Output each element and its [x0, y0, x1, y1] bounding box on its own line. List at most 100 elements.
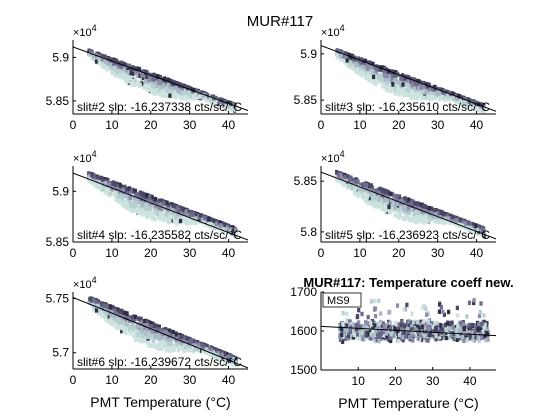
data-point — [140, 199, 144, 204]
data-point — [358, 66, 362, 72]
data-point — [129, 207, 133, 213]
data-point — [407, 83, 411, 89]
data-point — [167, 344, 171, 349]
data-point — [377, 193, 381, 198]
data-point — [110, 321, 114, 326]
data-point — [232, 358, 236, 364]
data-point — [157, 78, 161, 84]
data-point — [132, 333, 136, 339]
data-point — [129, 188, 133, 193]
data-point — [157, 346, 161, 351]
data-point — [182, 336, 186, 341]
data-point — [403, 196, 407, 201]
data-point — [138, 205, 142, 210]
data-point — [345, 58, 349, 63]
x-tick-label: 10 — [353, 246, 367, 260]
data-point — [141, 202, 145, 207]
axis-exponent-power: 4 — [92, 149, 97, 159]
y-tick-label: 5.9 — [300, 47, 317, 61]
data-point — [441, 211, 445, 216]
data-point — [118, 183, 122, 188]
data-point — [172, 92, 176, 97]
x-tick-label: 20 — [144, 118, 158, 132]
data-point — [187, 85, 191, 91]
axis-exponent: ×104 — [321, 149, 345, 165]
axis-exponent: ×104 — [73, 149, 97, 165]
data-point — [234, 231, 238, 237]
data-point — [474, 223, 478, 228]
data-point — [149, 320, 153, 326]
data-point — [384, 197, 388, 202]
data-point — [193, 347, 197, 352]
data-point — [335, 53, 339, 58]
data-point — [180, 87, 184, 92]
data-point — [93, 299, 97, 304]
data-point — [188, 219, 192, 225]
data-point — [171, 203, 175, 208]
data-point — [230, 103, 234, 109]
data-point — [465, 314, 469, 319]
data-point — [342, 58, 346, 63]
data-point — [385, 189, 389, 194]
y-tick-label: 5.75 — [46, 292, 70, 306]
data-point — [108, 304, 113, 310]
data-point — [154, 87, 158, 92]
data-point — [396, 84, 400, 89]
data-point — [94, 59, 99, 64]
data-point — [115, 69, 119, 74]
data-point — [161, 334, 165, 339]
data-point — [139, 327, 143, 332]
y-tick-label: 5.8 — [300, 225, 317, 239]
data-point — [383, 202, 387, 208]
data-point — [406, 88, 410, 93]
data-point — [351, 178, 355, 183]
data-point — [409, 94, 413, 99]
data-point — [437, 309, 441, 314]
data-point — [159, 206, 163, 211]
data-point — [135, 191, 139, 197]
data-point — [125, 203, 130, 208]
x-tick-label: 20 — [392, 246, 406, 260]
data-point — [137, 210, 141, 215]
data-point — [416, 201, 420, 206]
data-point — [162, 340, 167, 346]
data-point — [432, 91, 436, 97]
data-point — [410, 203, 414, 208]
data-point — [468, 222, 472, 227]
data-point — [106, 56, 110, 61]
data-point — [421, 89, 425, 94]
axis-exponent-power: 4 — [92, 23, 97, 33]
x-tick-label: 40 — [222, 118, 236, 132]
data-point — [118, 309, 122, 314]
data-point — [194, 88, 198, 94]
data-point — [88, 176, 92, 182]
data-point — [375, 202, 379, 207]
data-point — [149, 343, 153, 348]
data-point — [180, 206, 184, 212]
data-point — [155, 209, 159, 215]
data-point — [100, 56, 104, 62]
data-point — [150, 83, 154, 88]
data-point — [134, 70, 138, 75]
data-point — [154, 80, 158, 86]
data-point — [163, 329, 167, 335]
data-point — [446, 216, 450, 221]
data-point — [185, 96, 189, 101]
data-point — [147, 343, 151, 348]
data-point — [390, 88, 394, 93]
data-point — [454, 215, 458, 221]
data-point — [351, 181, 355, 186]
data-point — [106, 187, 110, 192]
data-point — [399, 205, 403, 210]
data-point — [94, 308, 99, 313]
x-tick-label: 0 — [70, 118, 77, 132]
data-point — [367, 186, 371, 191]
data-point — [213, 354, 217, 360]
data-point — [214, 221, 218, 227]
data-point — [365, 62, 369, 68]
data-point — [424, 90, 428, 95]
data-point — [140, 73, 144, 78]
slope-annotation: slit#4 slp: -16.235582 cts/sc/°C — [77, 228, 242, 242]
data-point — [120, 185, 124, 190]
data-point — [476, 227, 480, 233]
